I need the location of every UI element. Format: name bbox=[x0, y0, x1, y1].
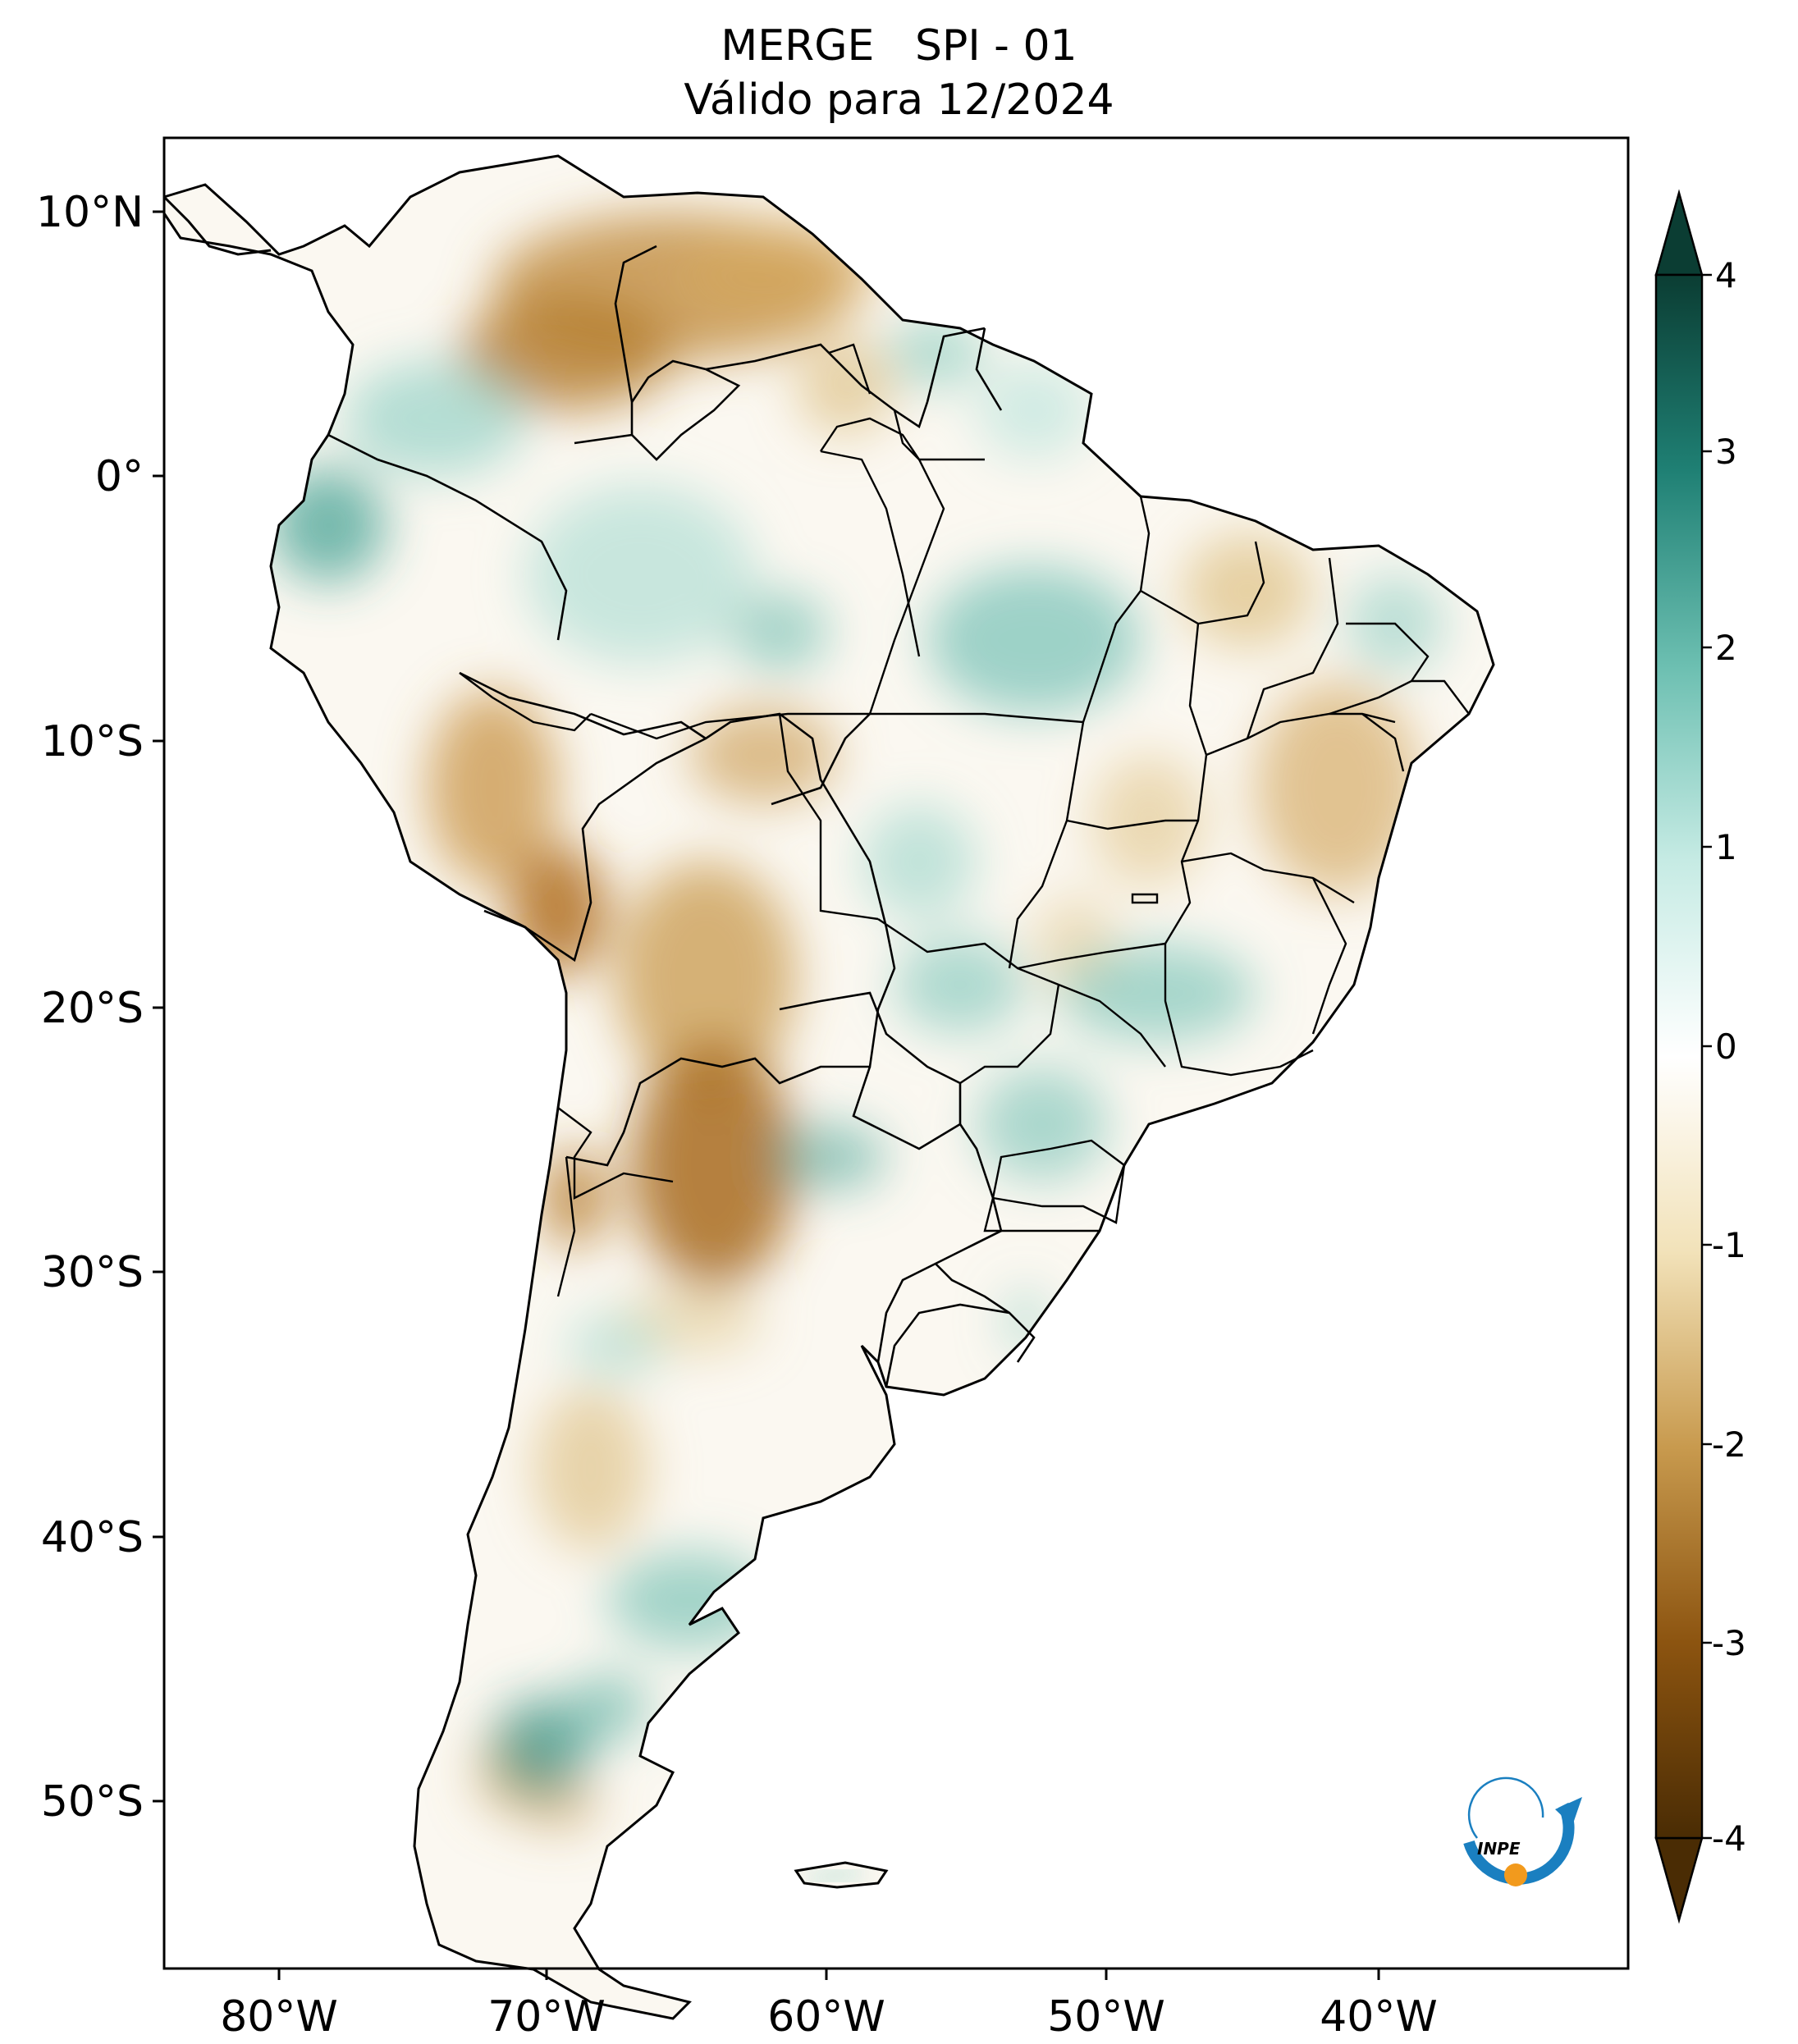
colorbar-tick-label: 2 bbox=[1715, 628, 1737, 668]
lon-tick-marks bbox=[277, 1969, 1380, 1980]
lat-tick-label: 30°S bbox=[41, 1248, 144, 1297]
lat-tick-label: 20°S bbox=[41, 984, 144, 1033]
map-frame bbox=[162, 136, 1630, 1970]
lon-tick-label: 40°W bbox=[1320, 1992, 1438, 2042]
colorbar-bottom-extension bbox=[1654, 1836, 1704, 1924]
state-borders bbox=[459, 343, 1470, 1297]
lon-tick-label: 70°W bbox=[487, 1992, 606, 2042]
lat-tick-marks bbox=[153, 210, 164, 1803]
country-borders bbox=[327, 245, 1036, 1388]
colorbar-tick-label: 1 bbox=[1715, 827, 1737, 867]
map-subtitle: Válido para 12/2024 bbox=[684, 75, 1114, 125]
colorbar-tick-label: -2 bbox=[1712, 1424, 1746, 1465]
colorbar-tick-label: -3 bbox=[1712, 1623, 1746, 1663]
colorbar-tick-label: -1 bbox=[1712, 1225, 1746, 1265]
coastline-outline bbox=[162, 154, 1495, 2020]
lat-tick-label: 10°S bbox=[41, 717, 144, 766]
colorbar: 4 3 2 1 0 -1 -2 -3 -4 bbox=[1654, 189, 1746, 1924]
colorbar-tick-label: 3 bbox=[1715, 432, 1737, 472]
colorbar-tick-label: 0 bbox=[1715, 1027, 1737, 1067]
lat-tick-label: 10°N bbox=[36, 188, 144, 237]
lat-tick-label: 0° bbox=[95, 452, 144, 501]
colorbar-tick-label: -4 bbox=[1712, 1818, 1746, 1859]
lat-tick-label: 50°S bbox=[41, 1777, 144, 1827]
inpe-logo: INPE bbox=[1463, 1776, 1582, 1886]
lon-tick-label: 60°W bbox=[767, 1992, 885, 2042]
lat-tick-labels: 10°N 0° 10°S 20°S 30°S 40°S 50°S bbox=[36, 188, 144, 1827]
colorbar-tick-label: 4 bbox=[1715, 255, 1737, 295]
colorbar-ramp bbox=[1654, 273, 1704, 1840]
lon-tick-label: 80°W bbox=[220, 1992, 338, 2042]
colorbar-top-extension bbox=[1654, 189, 1704, 277]
inpe-logo-text: INPE bbox=[1477, 1839, 1521, 1859]
lon-tick-labels: 80°W 70°W 60°W 50°W 40°W bbox=[220, 1992, 1438, 2042]
colorbar-tick-labels: 4 3 2 1 0 -1 -2 -3 -4 bbox=[1712, 255, 1746, 1859]
lat-tick-label: 40°S bbox=[41, 1513, 144, 1562]
map-title: MERGE SPI - 01 bbox=[721, 21, 1077, 71]
lon-tick-label: 50°W bbox=[1047, 1992, 1165, 2042]
